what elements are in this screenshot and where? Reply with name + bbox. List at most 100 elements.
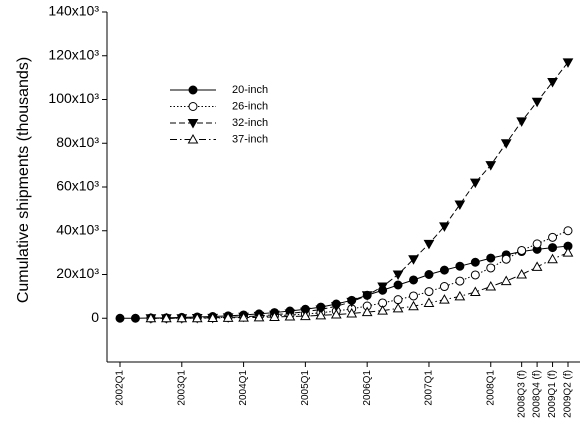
point xyxy=(500,139,512,149)
point xyxy=(191,312,203,323)
point xyxy=(548,232,558,242)
point xyxy=(346,307,358,318)
point xyxy=(315,309,327,320)
point xyxy=(485,161,497,171)
point xyxy=(269,311,280,321)
point xyxy=(207,312,219,323)
point xyxy=(408,255,419,265)
point xyxy=(501,254,511,264)
series-line xyxy=(150,62,569,319)
point xyxy=(500,275,512,286)
point xyxy=(330,309,342,319)
point xyxy=(392,270,404,281)
y-tick-label: 140x10³ xyxy=(48,3,99,19)
point xyxy=(454,290,466,301)
point xyxy=(115,313,125,323)
point xyxy=(238,312,249,322)
point xyxy=(361,306,373,317)
point xyxy=(408,300,419,311)
series-line xyxy=(150,230,569,319)
x-tick-label: 2007Q1 xyxy=(424,370,435,406)
point xyxy=(188,102,198,111)
point xyxy=(563,226,573,236)
point xyxy=(517,245,527,255)
x-tick-label: 2008Q1 xyxy=(485,370,496,406)
x-tick-label: 2008Q4 (f) xyxy=(532,370,543,418)
point xyxy=(455,261,465,271)
point xyxy=(531,261,543,271)
point xyxy=(423,239,435,250)
y-tick-label: 120x10³ xyxy=(48,46,99,62)
point xyxy=(439,222,450,232)
point xyxy=(409,275,419,285)
point xyxy=(424,270,434,279)
point xyxy=(470,270,480,280)
point xyxy=(393,295,403,305)
legend-label: 32-inch xyxy=(232,117,268,129)
point xyxy=(409,291,419,301)
point xyxy=(562,247,574,257)
y-tick-label: 80x10³ xyxy=(56,134,99,150)
x-tick-label: 2004Q1 xyxy=(238,370,249,406)
legend-label: 37-inch xyxy=(232,133,268,145)
point xyxy=(516,268,528,279)
point xyxy=(284,310,296,321)
legend-label: 26-inch xyxy=(232,100,268,112)
series xyxy=(146,226,573,323)
point xyxy=(548,243,558,253)
point xyxy=(486,263,496,273)
x-tick-label: 2006Q1 xyxy=(362,370,373,406)
x-tick-label: 2009Q1 (f) xyxy=(547,370,558,418)
point xyxy=(187,133,199,144)
y-tick-label: 40x10³ xyxy=(56,221,99,237)
point xyxy=(160,312,172,323)
point xyxy=(392,302,404,313)
point xyxy=(424,287,434,297)
point xyxy=(423,297,435,307)
y-axis-title: Cumulative shipments (thousands) xyxy=(15,57,32,303)
y-tick-label: 0 xyxy=(91,309,99,325)
point xyxy=(531,97,543,108)
x-tick-label: 2003Q1 xyxy=(176,370,187,406)
x-tick-label: 2005Q1 xyxy=(300,370,311,406)
point xyxy=(346,297,358,308)
legend-label: 20-inch xyxy=(232,84,268,96)
y-tick-label: 20x10³ xyxy=(56,265,99,281)
point xyxy=(547,253,558,264)
series-line xyxy=(150,252,569,319)
point xyxy=(547,78,558,88)
point xyxy=(130,313,140,323)
point xyxy=(455,276,465,286)
point xyxy=(377,282,388,293)
y-tick-label: 100x10³ xyxy=(48,90,99,106)
x-tick-label: 2008Q3 (f) xyxy=(516,370,527,418)
point xyxy=(188,85,198,95)
x-tick-label: 2002Q1 xyxy=(115,370,126,406)
x-tick-label: 2009Q2 (f) xyxy=(563,370,574,418)
point xyxy=(145,312,157,323)
point xyxy=(439,294,450,304)
point xyxy=(187,119,199,129)
point xyxy=(516,117,528,127)
point xyxy=(469,178,481,189)
point xyxy=(222,312,234,322)
point xyxy=(454,200,466,211)
point xyxy=(300,310,311,321)
point xyxy=(330,302,342,312)
point xyxy=(361,291,373,301)
point xyxy=(532,239,542,249)
point xyxy=(393,280,403,290)
point xyxy=(562,58,574,68)
point xyxy=(469,286,481,296)
point xyxy=(485,281,497,291)
point xyxy=(439,265,449,275)
point xyxy=(176,312,188,323)
point xyxy=(439,282,449,292)
series xyxy=(145,247,574,323)
point xyxy=(470,257,480,267)
y-tick-label: 60x10³ xyxy=(56,178,99,194)
point xyxy=(377,305,388,315)
point xyxy=(486,253,496,263)
series-line xyxy=(120,245,569,319)
